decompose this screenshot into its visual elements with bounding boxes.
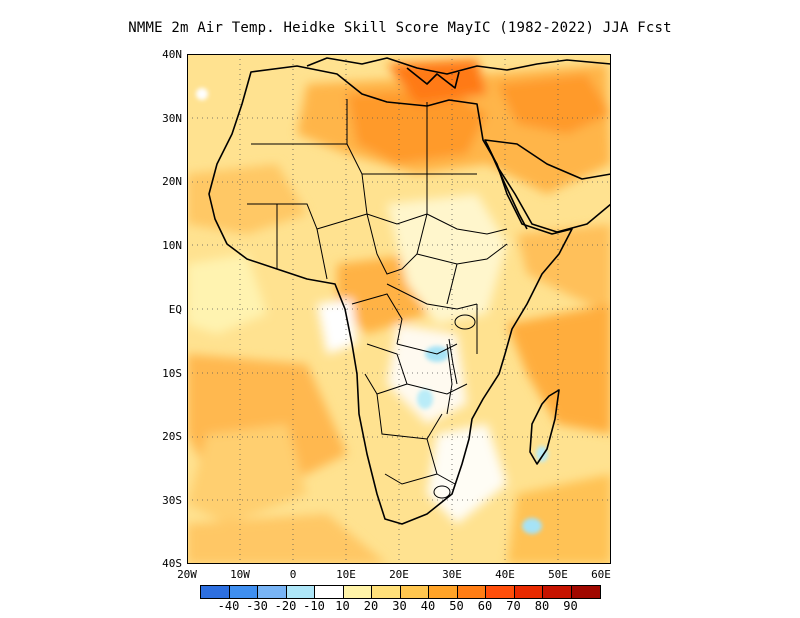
colorbar-swatch (315, 586, 344, 598)
lon-label: 60E (591, 568, 611, 581)
colorbar-label: 80 (534, 599, 550, 613)
colorbar-swatch (400, 586, 429, 598)
colorbar-label: 70 (506, 599, 521, 613)
colorbar-swatch (457, 586, 486, 598)
colorbar-swatch (486, 586, 515, 598)
lat-label: 40N (162, 48, 182, 61)
lon-label: 50E (548, 568, 568, 581)
skill-score-map (187, 54, 611, 564)
colorbar-swatch (543, 586, 572, 598)
colorbar-swatch (201, 586, 230, 598)
lon-label: 30E (442, 568, 462, 581)
colorbar-swatch (343, 586, 372, 598)
coastlines (208, 57, 611, 525)
lat-label: 30N (162, 112, 182, 125)
colorbar-label: 50 (449, 599, 464, 613)
lakes (433, 314, 476, 499)
lon-label: 10E (336, 568, 356, 581)
lon-label: 10W (230, 568, 250, 581)
lat-label: 10S (162, 367, 182, 380)
colorbar-swatch (258, 586, 287, 598)
colorbar-swatch (571, 586, 600, 598)
lat-label: 40S (162, 557, 182, 570)
colorbar-swatch (429, 586, 458, 598)
lat-label: EQ (168, 303, 182, 316)
country-borders (247, 99, 508, 485)
lat-label: 30S (162, 494, 182, 507)
colorbar-swatch (229, 586, 258, 598)
lat-label: 10N (162, 239, 182, 252)
lon-label: 0 (289, 568, 297, 581)
colorbar-label: 60 (477, 599, 493, 613)
colorbar-label: -10 (303, 599, 325, 613)
lat-label: 20S (162, 430, 182, 443)
colorbar-label: 90 (563, 599, 578, 613)
lat-label: 20N (162, 175, 182, 188)
colorbar-label: -40 (217, 599, 240, 613)
lon-label: 40E (495, 568, 515, 581)
colorbar-swatch (286, 586, 315, 598)
colorbar-label: 30 (392, 599, 407, 613)
colorbar-label: -20 (274, 599, 297, 613)
map-canvas (187, 54, 611, 564)
colorbar-swatch (372, 586, 401, 598)
colorbar-label: -30 (246, 599, 268, 613)
graticule (187, 54, 611, 564)
colorbar-swatch (514, 586, 543, 598)
lon-label: 20E (389, 568, 409, 581)
colorbar-label: 10 (335, 599, 350, 613)
negative-skill-patches (196, 88, 548, 534)
lon-label: 20W (177, 568, 197, 581)
chart-title: NMME 2m Air Temp. Heidke Skill Score May… (128, 20, 672, 36)
colorbar-label: 40 (420, 599, 436, 613)
colorbar (200, 585, 601, 599)
colorbar-label: 20 (363, 599, 379, 613)
